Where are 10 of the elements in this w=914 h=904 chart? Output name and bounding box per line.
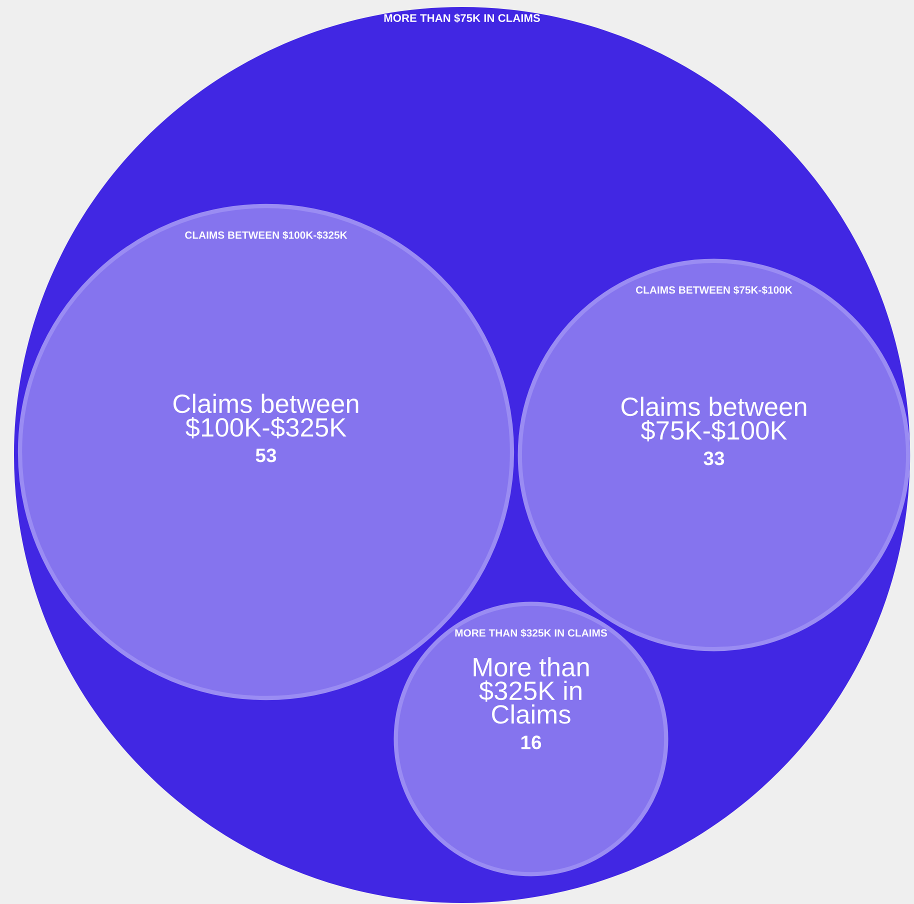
- text: CLAIMS BETWEEN $100K-$325K: [185, 230, 348, 240]
- category-label: Claims between $75K-$100K: [621, 396, 806, 442]
- text: CLAIMS BETWEEN $75K-$100K: [636, 286, 792, 294]
- text: MORE THAN $325K IN CLAIMS: [455, 628, 607, 638]
- data-label: 33: [704, 452, 724, 466]
- data-label: 16: [521, 736, 542, 750]
- text: MORE THAN $75K IN CLAIMS: [384, 14, 540, 23]
- category-label: More than $325K in Claims: [474, 657, 589, 724]
- category-label: Claims between $100K-$325K: [173, 394, 358, 438]
- data-label: 53: [256, 448, 276, 462]
